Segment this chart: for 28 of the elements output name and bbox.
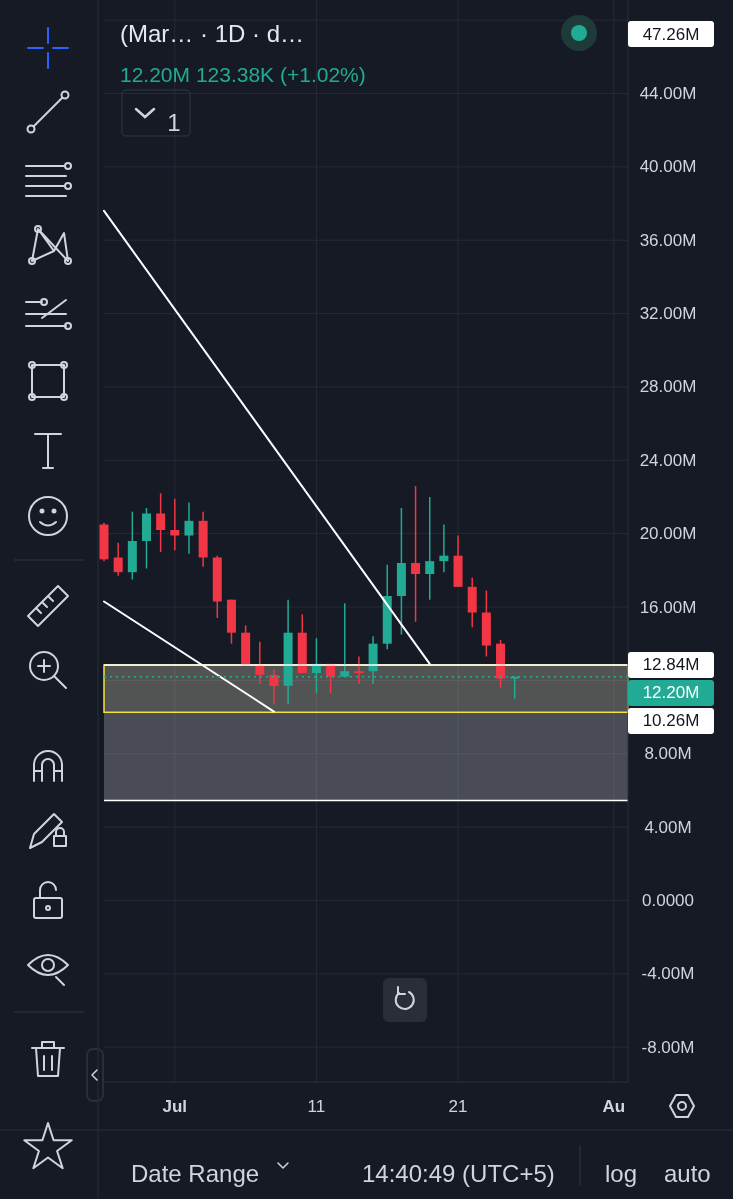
text: auto xyxy=(664,1159,711,1187)
x-tick-label: 21 xyxy=(448,1096,468,1116)
text: log xyxy=(605,1159,638,1187)
x-tick-label: 11 xyxy=(307,1096,326,1116)
y-tick-label: 20.00M xyxy=(639,524,697,544)
x-tick-label: Au xyxy=(602,1096,626,1116)
y-tick-label: -8.00M xyxy=(641,1037,695,1057)
ref-line-label: 12.20M xyxy=(642,683,700,703)
ref-line-label: 12.84M xyxy=(642,655,700,675)
text: 12.20M 123.38K (+1.02%) xyxy=(120,62,366,86)
y-tick-label: 44.00M xyxy=(639,84,697,104)
y-tick-label: -4.00M xyxy=(641,964,695,984)
y-tick-label: 28.00M xyxy=(639,377,697,397)
y-tick-label: 32.00M xyxy=(639,304,697,324)
y-tick-label: 36.00M xyxy=(639,230,697,250)
y-tick-label: 24.00M xyxy=(639,450,697,470)
text: (Mar… · 1D · d… xyxy=(120,19,305,47)
text: 47.26M xyxy=(642,24,700,44)
y-tick-label: 0.0000 xyxy=(642,890,694,910)
y-tick-label: 8.00M xyxy=(644,744,692,764)
y-tick-label: 4.00M xyxy=(644,817,692,837)
y-tick-label: 40.00M xyxy=(639,157,697,177)
annotation: 1 xyxy=(167,108,181,136)
text: 14:40:49 (UTC+5) xyxy=(362,1159,555,1187)
text: Date Range xyxy=(131,1159,260,1187)
x-tick-label: Jul xyxy=(162,1096,188,1116)
y-tick-label: 16.00M xyxy=(639,597,697,617)
text: 10.26M xyxy=(642,711,700,731)
